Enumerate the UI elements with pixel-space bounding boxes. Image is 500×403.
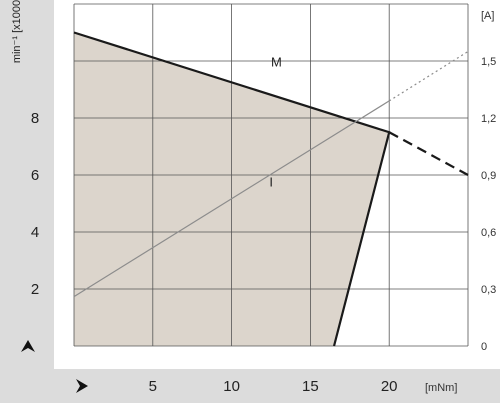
y-left-tick-label: 4 xyxy=(31,224,39,241)
y-left-tick-label: 8 xyxy=(31,110,39,127)
x-tick-label: 10 xyxy=(223,378,240,395)
x-tick-label: 5 xyxy=(149,378,157,395)
series-line-i-dotted xyxy=(388,50,469,102)
y-right-tick-label: 0,3 xyxy=(481,284,496,296)
x-tick-label: 15 xyxy=(302,378,319,395)
y-right-unit-label: [A] xyxy=(481,10,494,22)
y-left-unit-label: min⁻¹ [x1000] xyxy=(11,0,23,63)
left-axis-band xyxy=(0,0,54,403)
y-left-unit-line1: min⁻¹ [x1000] xyxy=(11,0,23,63)
y-left-tick-label: 6 xyxy=(31,167,39,184)
x-tick-label: 20 xyxy=(381,378,398,395)
curve-label-i: I xyxy=(269,174,273,189)
y-right-tick-label: 1,5 xyxy=(481,56,496,68)
curve-label-m: M xyxy=(271,55,282,70)
y-left-tick-label: 2 xyxy=(31,281,39,298)
series-line-i-solid xyxy=(73,100,390,298)
x-unit-label: [mNm] xyxy=(425,382,457,394)
series-line-m-dashed xyxy=(388,131,469,176)
y-right-tick-label: 0,6 xyxy=(481,227,496,239)
arrow-up-icon xyxy=(21,340,35,352)
bottom-axis-band xyxy=(54,369,500,403)
arrow-right-icon xyxy=(76,379,88,393)
y-right-tick-label: 0,9 xyxy=(481,170,496,182)
y-right-tick-label: 0 xyxy=(481,341,487,353)
y-right-tick-label: 1,2 xyxy=(481,113,496,125)
